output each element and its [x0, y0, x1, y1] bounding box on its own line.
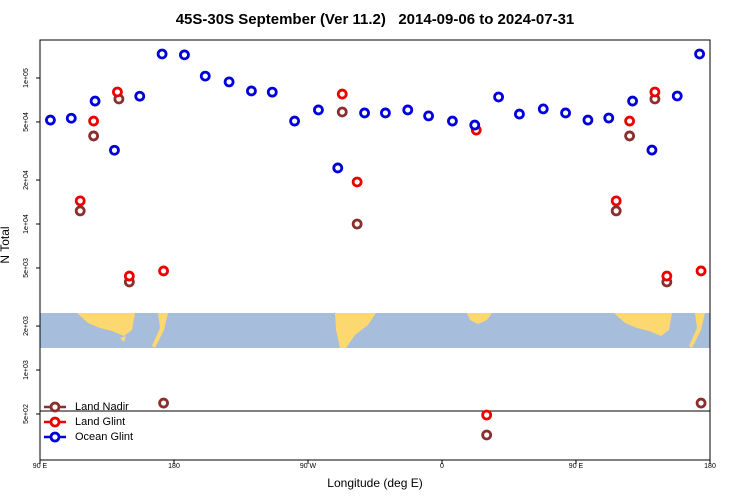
x-tick-label: 90 E [33, 463, 48, 470]
map-strip [40, 313, 710, 348]
point [646, 144, 658, 156]
point [582, 114, 594, 126]
y-tick-label: 2e+04 [23, 170, 30, 190]
point [65, 112, 77, 124]
chart-title: 45S-30S September (Ver 11.2) 2014-09-06 … [176, 11, 575, 28]
point [351, 176, 363, 188]
point [246, 85, 257, 97]
point [603, 112, 615, 124]
point [661, 270, 673, 282]
point [402, 104, 414, 116]
point [351, 218, 363, 230]
point [289, 115, 301, 127]
point [332, 162, 344, 174]
point [156, 48, 168, 60]
y-tick-label: 5e+04 [23, 112, 30, 132]
x-tick-label: 0 [440, 463, 444, 470]
point [74, 195, 86, 207]
point [134, 90, 146, 102]
point [158, 397, 169, 409]
y-tick-label: 5e+03 [23, 258, 30, 278]
x-axis-label: Longitude (deg E) [327, 476, 422, 490]
point [313, 104, 324, 116]
point [627, 95, 638, 107]
legend-label: Land Nadir [75, 401, 129, 413]
point [336, 88, 348, 100]
y-tick-label: 1e+05 [23, 68, 30, 88]
x-tick-label: 90 E [569, 463, 584, 470]
x-tick-label: 180 [168, 463, 180, 470]
point [158, 265, 169, 277]
point [514, 108, 525, 120]
point [624, 130, 635, 142]
point [199, 70, 211, 82]
series [74, 86, 707, 421]
point [610, 205, 622, 217]
y-axis-label: N Total [0, 226, 12, 263]
plot-frame [39, 39, 711, 461]
point [89, 95, 101, 107]
series [45, 48, 705, 174]
point [469, 119, 481, 131]
legend-marker [49, 401, 61, 413]
point [109, 144, 120, 156]
point [266, 86, 278, 98]
point [493, 91, 504, 103]
point [694, 48, 705, 60]
point [223, 76, 235, 88]
point [481, 409, 493, 421]
point [624, 115, 635, 127]
point [695, 265, 707, 277]
point [179, 49, 190, 61]
series [74, 93, 707, 441]
point [359, 107, 370, 119]
point [610, 195, 622, 207]
point [537, 103, 549, 115]
point [45, 114, 56, 126]
point [649, 86, 661, 98]
point [336, 106, 348, 118]
legend-label: Land Glint [75, 416, 125, 428]
legend-marker [49, 431, 61, 443]
legend-marker [49, 416, 61, 428]
y-tick-label: 5e+02 [23, 404, 30, 424]
x-tick-label: 90 W [300, 463, 317, 470]
point [380, 107, 391, 119]
point [447, 115, 458, 127]
point [88, 130, 99, 142]
point [423, 110, 435, 122]
y-tick-label: 1e+03 [23, 360, 30, 380]
point [123, 270, 135, 282]
point [88, 115, 99, 127]
legend-label: Ocean Glint [75, 431, 133, 443]
y-tick-label: 1e+04 [23, 214, 30, 234]
point [671, 90, 683, 102]
point [74, 205, 86, 217]
y-tick-label: 2e+03 [23, 316, 30, 336]
x-tick-label: 180 [704, 463, 716, 470]
point [695, 397, 707, 409]
point [481, 429, 493, 441]
point [112, 86, 123, 98]
point [560, 107, 571, 119]
